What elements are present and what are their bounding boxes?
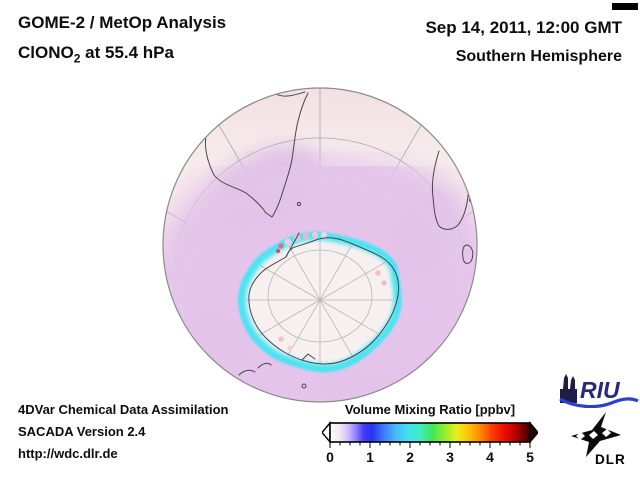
colorbar-tick-label: 3 [446,449,454,465]
colorbar-ticks [329,442,531,448]
species-level-title: ClONO2 at 55.4 hPa [18,43,174,65]
coast-island-south [301,383,307,389]
colorbar-tick-label: 1 [366,449,374,465]
coast-island-1 [470,179,476,185]
riu-logo: RIU [556,372,640,409]
url-label: http://wdc.dlr.de [18,446,118,461]
hemisphere-map [162,87,478,403]
hemisphere-label: Southern Hemisphere [455,48,622,65]
colorbar-svg [321,421,539,448]
coast-new-zealand [238,362,272,376]
riu-logo-svg: RIU [559,374,639,409]
version-label: SACADA Version 2.4 [18,424,146,439]
riu-logo-text: RIU [580,377,621,403]
species-level: at 55.4 hPa [80,43,174,62]
colorbar-right-arrow [529,421,539,444]
coast-ross-notch [301,353,316,361]
colorbar [321,421,539,449]
coast-africa [431,150,470,230]
corner-mark [612,3,638,10]
colorbar-gradient-bar [329,422,531,443]
coast-antarctica [248,237,400,365]
species-subscript: 2 [73,51,81,66]
analysis-datetime: Sep 14, 2011, 12:00 GMT [425,18,622,37]
dlr-logo [563,409,633,459]
globe-svg [162,87,478,403]
assimilation-label: 4DVar Chemical Data Assimilation [18,402,229,417]
colorbar-tick-labels: 0 1 2 3 4 5 [322,449,538,465]
analysis-title: GOME-2 / MetOp Analysis [18,13,227,32]
colorbar-tick-label: 0 [326,449,334,465]
species-name: ClONO [18,43,74,62]
dlr-star-diamonds [576,429,611,440]
coast-madagascar [462,244,474,264]
globe-rim [162,87,478,403]
header-right: Sep 14, 2011, 12:00 GMT Southern Hemisph… [425,13,622,71]
inner-edge-specks [275,231,387,351]
colorbar-left-arrow [321,421,331,444]
coast-falkland [296,201,302,207]
cathedral-icon [560,374,577,403]
colorbar-title: Volume Mixing Ratio [ppbv] [344,402,516,417]
dlr-logo-svg [571,412,621,457]
colorbar-tick-label: 2 [406,449,414,465]
colorbar-tick-label: 4 [486,449,494,465]
rhine-swoosh-icon [559,397,639,409]
colorbar-tick-label: 5 [526,449,534,465]
dlr-logo-text: DLR [595,452,626,467]
